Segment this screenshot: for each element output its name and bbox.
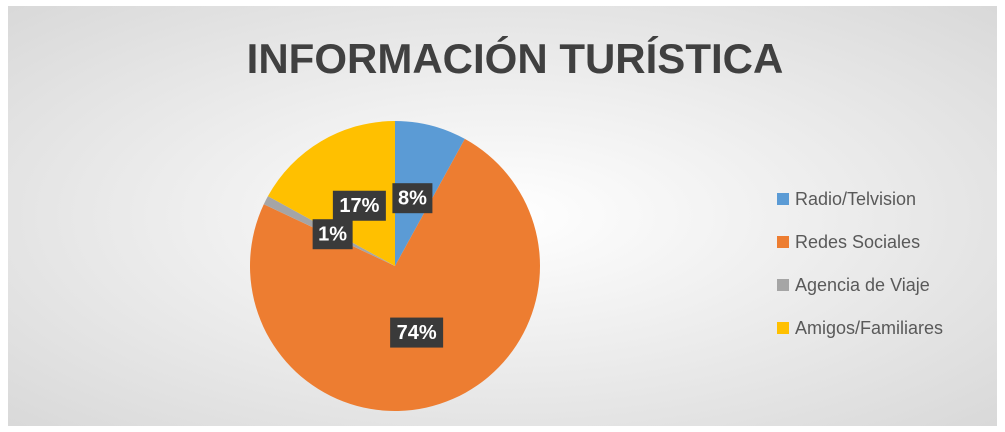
legend-label: Redes Sociales (795, 232, 920, 252)
legend-swatch (777, 279, 789, 291)
data-label: 74% (397, 322, 437, 344)
data-label-box (390, 317, 444, 348)
data-label: 8% (398, 187, 427, 209)
data-label: 17% (339, 195, 379, 217)
legend-label: Amigos/Familiares (795, 318, 943, 338)
legend-swatch (777, 193, 789, 205)
pie-slice (267, 120, 395, 266)
legend-swatch (777, 236, 789, 248)
data-label-box (332, 190, 386, 221)
data-label-box (392, 183, 433, 214)
legend-swatch (777, 322, 789, 334)
pie-slice (250, 138, 541, 411)
data-label: 1% (318, 224, 347, 246)
legend-label: Radio/Telvision (795, 189, 916, 209)
data-label-box (312, 219, 353, 250)
chart-title: INFORMACIÓN TURÍSTICA (247, 34, 784, 82)
legend-label: Agencia de Viaje (795, 275, 930, 295)
